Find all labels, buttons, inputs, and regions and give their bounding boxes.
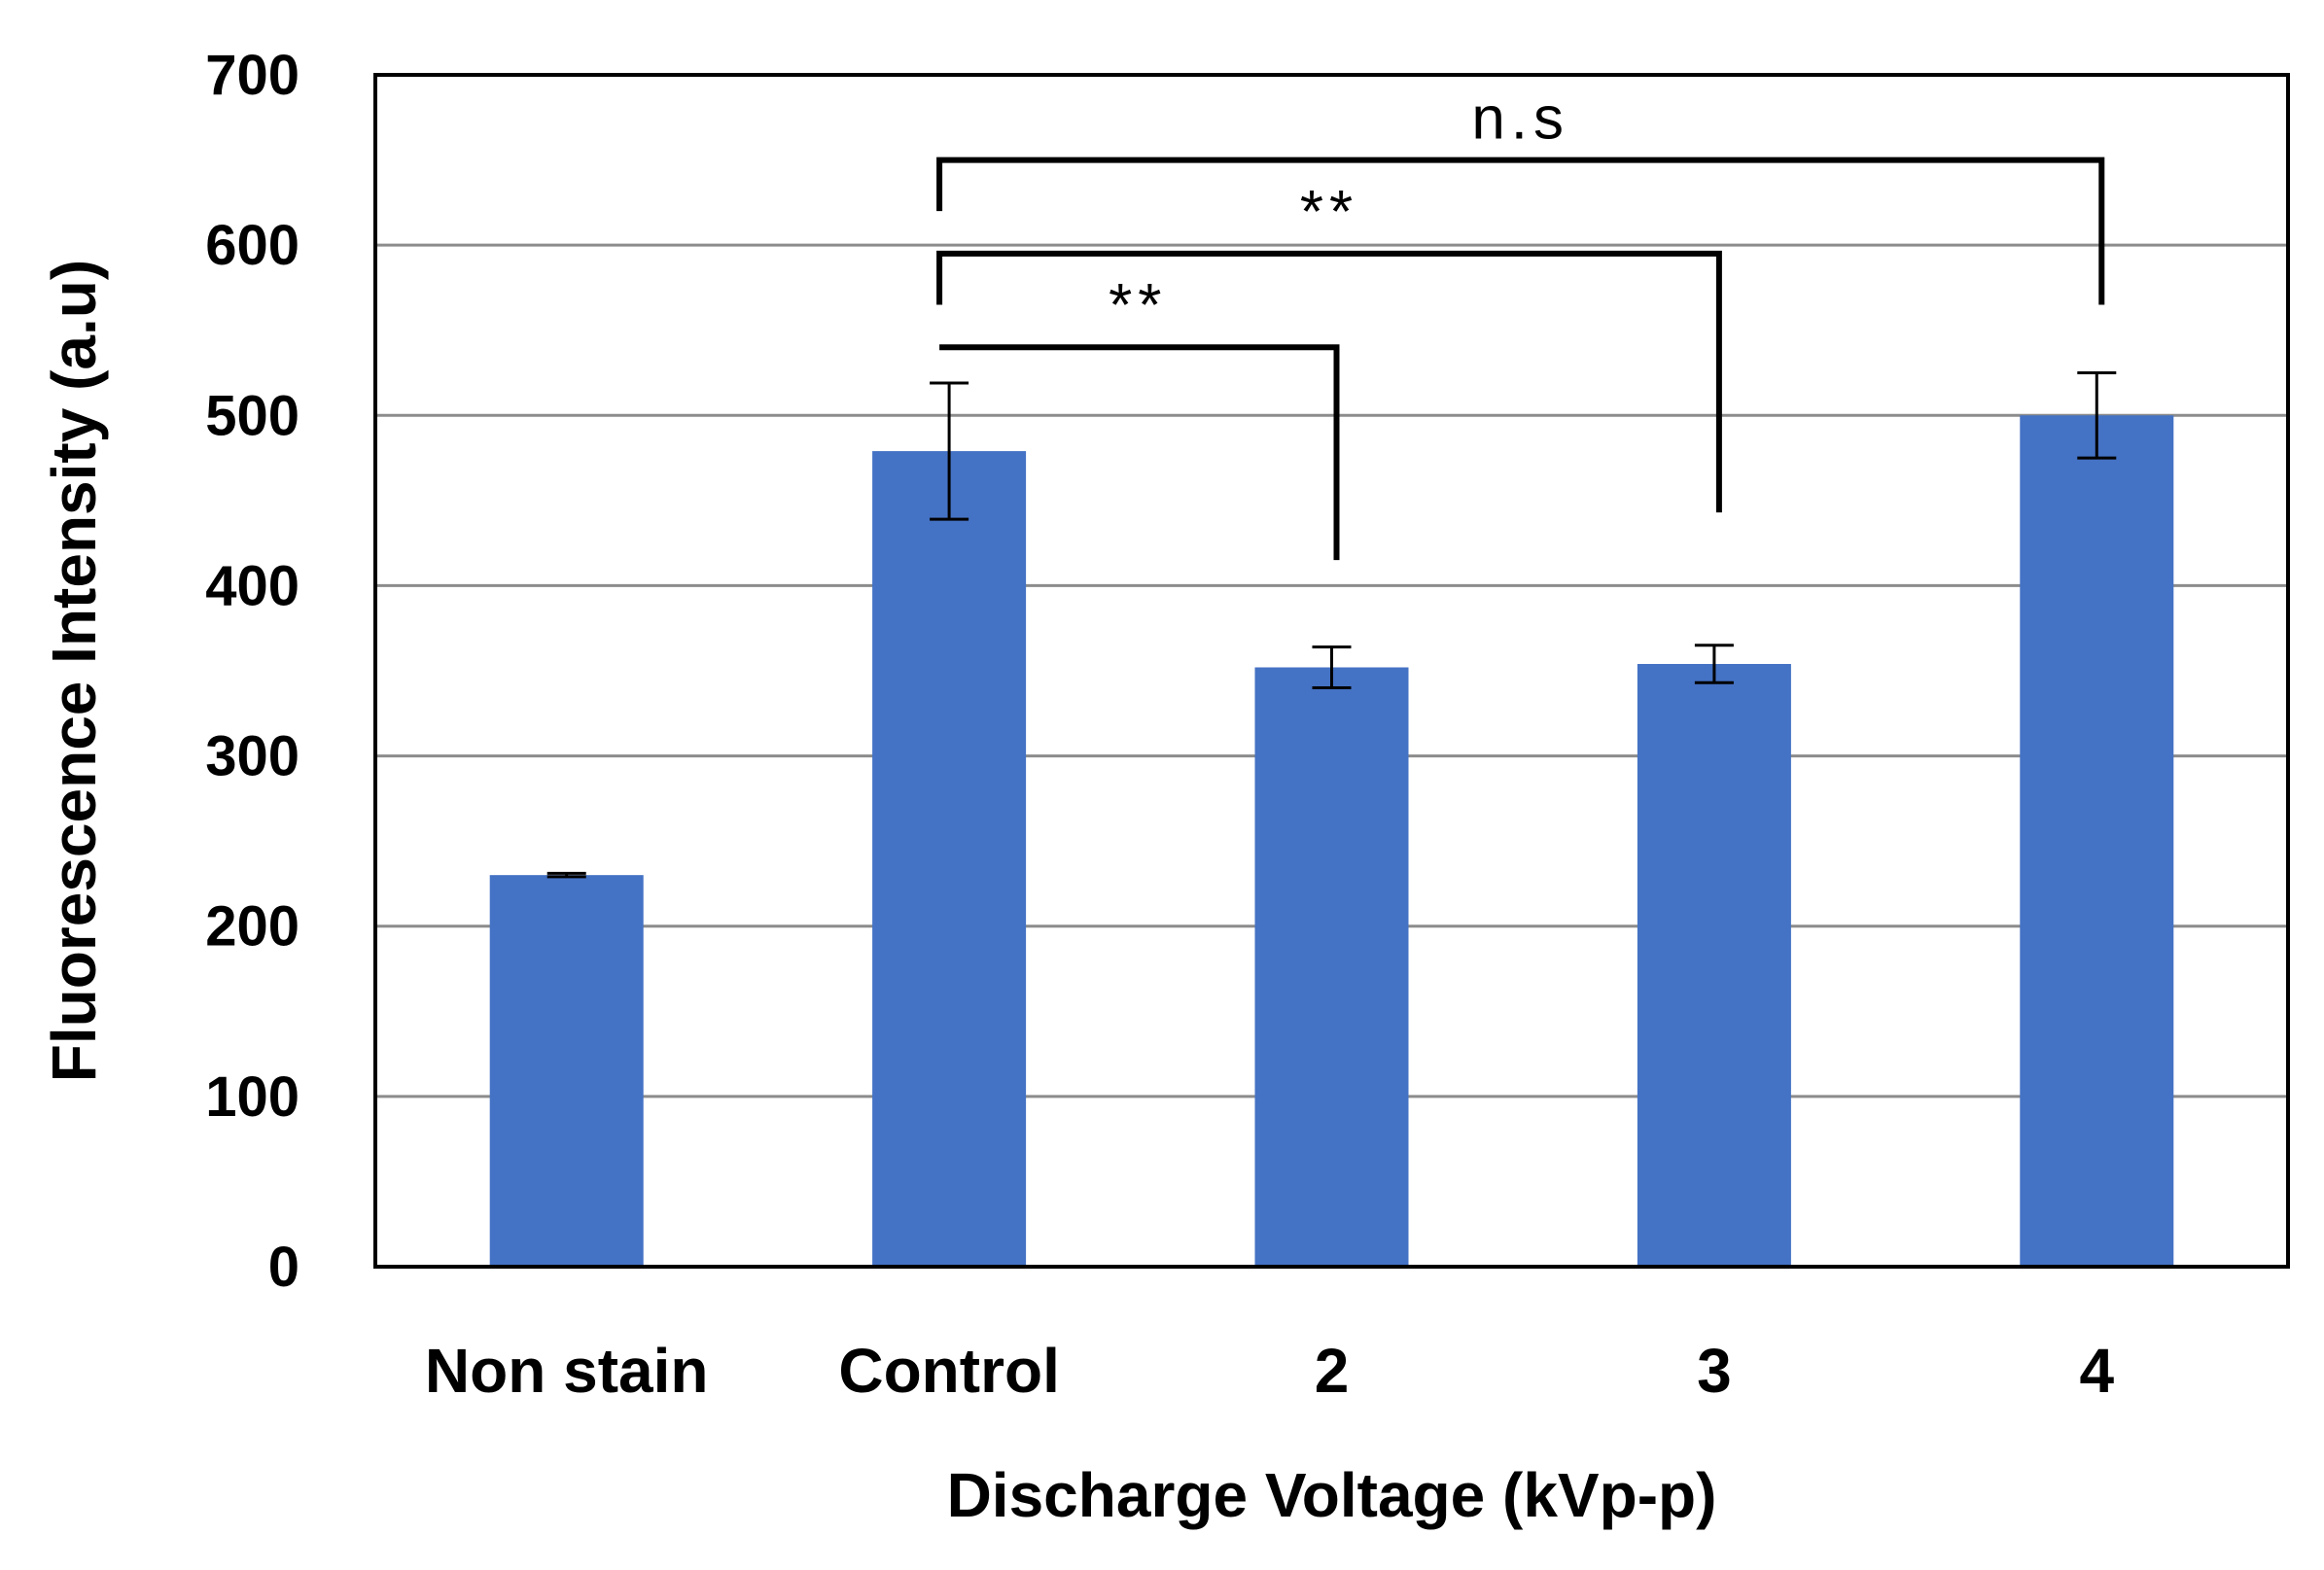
- y-tick-label: 700: [205, 44, 299, 107]
- y-tick-label: 0: [268, 1236, 299, 1299]
- error-bar: [930, 381, 969, 521]
- error-bar: [1312, 645, 1352, 690]
- y-tick-label: 600: [205, 214, 299, 277]
- y-tick-label: 200: [205, 895, 299, 959]
- significance-label: **: [1109, 272, 1167, 339]
- y-tick-label: 100: [205, 1065, 299, 1129]
- bar-4: [2020, 415, 2174, 1267]
- y-tick-label: 300: [205, 725, 299, 788]
- significance-label: **: [1300, 179, 1358, 246]
- bar-2: [1254, 667, 1409, 1267]
- plot-area-frame: [373, 73, 2290, 1269]
- significance-bracket: **: [939, 272, 1340, 561]
- bar-non-stain: [489, 875, 644, 1267]
- x-category-label: 4: [2080, 1336, 2115, 1406]
- x-category-label: 2: [1315, 1336, 1350, 1406]
- significance-label: n.s: [1471, 86, 1569, 153]
- bars: [489, 415, 2174, 1268]
- x-category-label: Control: [838, 1336, 1060, 1406]
- significance-brackets: ** ** n.s: [936, 86, 2105, 561]
- y-tick-label: 400: [205, 554, 299, 617]
- bar-3: [1637, 663, 1791, 1267]
- y-axis-tick-labels: 0 100 200 300 400 500 600 700: [205, 44, 299, 1299]
- significance-bracket: **: [936, 179, 1722, 513]
- bar-control: [872, 451, 1027, 1268]
- x-axis-title: Discharge Voltage (kVp-p): [947, 1460, 1717, 1530]
- y-tick-label: 500: [205, 384, 299, 447]
- error-bar: [2077, 371, 2117, 460]
- significance-bracket: n.s: [936, 86, 2105, 305]
- error-bar: [546, 871, 586, 879]
- x-category-label: Non stain: [425, 1336, 709, 1406]
- error-bar: [1694, 644, 1734, 684]
- y-axis-title: Fluorescence Intensity (a.u): [39, 260, 109, 1082]
- x-axis-category-labels: Non stain Control 2 3 4: [425, 1336, 2115, 1406]
- error-bars: [546, 371, 2117, 879]
- x-category-label: 3: [1697, 1336, 1732, 1406]
